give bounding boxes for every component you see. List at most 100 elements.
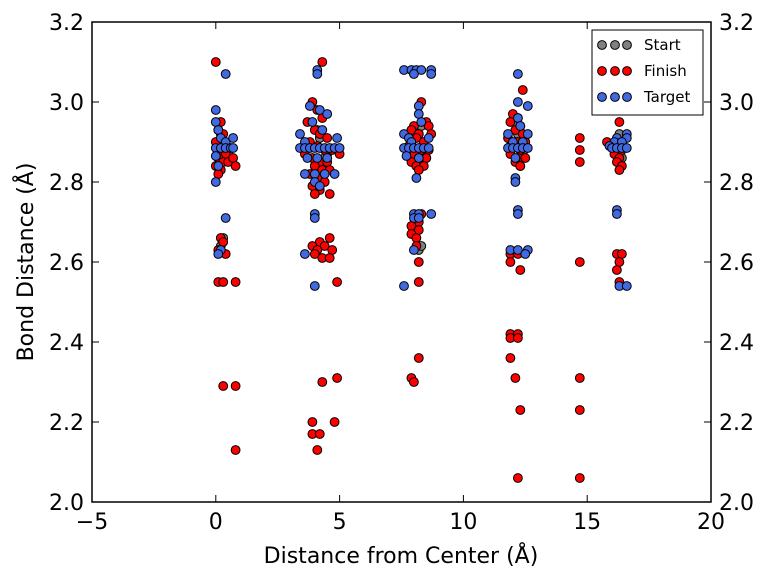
finish-point	[324, 233, 335, 243]
y-tick-label-right: 2.2	[719, 411, 754, 436]
y-tick-label-right: 3.0	[719, 91, 754, 116]
finish-point	[329, 417, 340, 427]
x-tick-label: 15	[573, 510, 601, 535]
finish-point	[312, 445, 323, 455]
target-point	[413, 213, 424, 223]
target-point	[413, 101, 424, 111]
target-point	[322, 153, 333, 163]
target-point	[426, 69, 437, 79]
target-point	[413, 109, 424, 119]
legend-marker-finish	[622, 66, 632, 76]
y-tick-label: 2.2	[49, 411, 84, 436]
legend-label-start: Start	[644, 36, 681, 54]
ticks-layer: −5 0 5 10 15 202.0 2.02.2 2.22.4 2.42.6 2.62.8 2.8…	[49, 11, 754, 535]
target-point	[510, 153, 521, 163]
finish-point	[218, 277, 229, 287]
target-point	[513, 245, 523, 255]
finish-point	[574, 257, 585, 267]
y-tick-label-right: 2.6	[719, 251, 754, 276]
x-axis-label: Distance from Center (Å)	[264, 542, 539, 569]
target-point	[312, 153, 323, 163]
finish-point	[230, 445, 241, 455]
target-point	[332, 133, 343, 143]
finish-point	[213, 169, 224, 179]
finish-point	[324, 189, 335, 199]
finish-point	[218, 237, 229, 247]
finish-point	[413, 277, 424, 287]
target-point	[513, 97, 523, 107]
target-point	[416, 65, 427, 75]
target-point	[423, 133, 434, 143]
legend-marker-target	[597, 92, 607, 102]
finish-point	[574, 405, 585, 415]
y-tick-label-right: 3.2	[719, 11, 754, 36]
finish-point	[617, 249, 627, 259]
target-point	[295, 129, 305, 139]
finish-point	[505, 257, 516, 267]
finish-point	[324, 253, 335, 263]
target-point	[522, 143, 533, 153]
finish-point	[515, 265, 526, 275]
target-point	[210, 105, 221, 115]
y-tick-label: 2.8	[49, 171, 84, 196]
target-point	[210, 151, 221, 161]
finish-point	[614, 257, 625, 267]
finish-point	[309, 249, 320, 259]
target-point	[309, 281, 320, 291]
y-axis-label: Bond Distance (Å)	[12, 163, 39, 362]
legend-items: Start Finish Target	[597, 36, 691, 106]
legend-marker-target	[610, 92, 620, 102]
target-point	[409, 245, 419, 255]
target-point	[213, 161, 224, 171]
target-point	[399, 281, 409, 291]
target-point	[309, 169, 320, 179]
target-point	[621, 281, 632, 291]
target-point	[302, 153, 313, 163]
target-point	[317, 125, 328, 135]
x-tick-label: −5	[76, 510, 108, 535]
target-point	[300, 169, 310, 179]
target-point	[213, 125, 224, 135]
target-point	[522, 101, 533, 111]
target-point	[513, 69, 523, 79]
legend-label-finish: Finish	[644, 62, 687, 80]
finish-point	[218, 381, 229, 391]
y-tick-label: 3.2	[49, 11, 84, 36]
y-tick-label: 3.0	[49, 91, 84, 116]
finish-point	[510, 373, 521, 383]
finish-point	[307, 417, 318, 427]
finish-point	[230, 381, 241, 391]
target-point	[520, 249, 531, 259]
target-point	[522, 129, 533, 139]
finish-point	[413, 257, 424, 267]
finish-point	[309, 189, 320, 199]
x-tick-label: 10	[449, 510, 477, 535]
target-point	[409, 69, 419, 79]
finish-point	[513, 473, 523, 483]
target-point	[220, 69, 231, 79]
target-point	[621, 143, 632, 153]
legend-marker-finish	[597, 66, 607, 76]
finish-point	[614, 165, 625, 175]
legend-marker-finish	[610, 66, 620, 76]
finish-point	[230, 161, 241, 171]
finish-point	[505, 117, 516, 127]
finish-point	[515, 405, 526, 415]
target-point	[319, 169, 330, 179]
finish-point	[515, 161, 526, 171]
legend-marker-target	[622, 92, 632, 102]
target-point	[612, 209, 622, 219]
target-point	[220, 213, 231, 223]
target-point	[413, 153, 424, 163]
finish-point	[327, 245, 338, 255]
finish-point	[332, 277, 343, 287]
legend-label-target: Target	[643, 88, 691, 106]
target-point	[426, 209, 437, 219]
finish-point	[409, 377, 419, 387]
target-point	[510, 177, 521, 187]
target-point	[228, 133, 239, 143]
target-point	[307, 117, 318, 127]
legend: Start Finish Target	[591, 29, 704, 116]
finish-point	[228, 153, 239, 163]
